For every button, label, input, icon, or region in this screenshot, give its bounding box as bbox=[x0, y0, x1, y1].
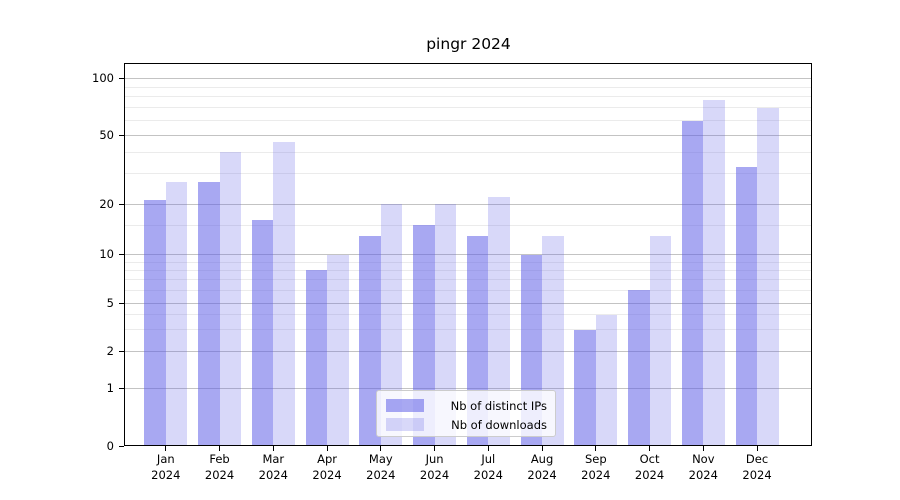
x-tick-label: May 2024 bbox=[366, 452, 396, 482]
y-major-gridline bbox=[125, 203, 811, 205]
y-minor-gridline bbox=[125, 120, 811, 122]
y-minor-gridline bbox=[125, 151, 811, 153]
bar-downloads-oct bbox=[649, 235, 672, 445]
y-tick-mark bbox=[119, 203, 124, 205]
y-minor-gridline bbox=[125, 86, 811, 88]
bar-distinct-ips-jun bbox=[413, 225, 435, 445]
legend-label-downloads: Nb of downloads bbox=[451, 417, 547, 432]
bar-downloads-jun bbox=[434, 204, 457, 445]
y-tick-label: 10 bbox=[99, 247, 114, 262]
bar-distinct-ips-nov bbox=[681, 120, 704, 445]
x-tick-label: Jun 2024 bbox=[419, 452, 450, 482]
bar-distinct-ips-jan bbox=[144, 200, 166, 445]
y-tick-label: 5 bbox=[106, 295, 114, 310]
x-tick-mark bbox=[165, 446, 167, 451]
y-tick-mark bbox=[119, 302, 124, 304]
y-tick-label: 50 bbox=[99, 128, 114, 143]
x-tick-mark bbox=[272, 446, 274, 451]
legend-swatch-distinct-ips bbox=[386, 399, 424, 412]
y-minor-gridline bbox=[125, 173, 811, 175]
bar-distinct-ips-dec bbox=[735, 166, 758, 445]
x-tick-label: Jan 2024 bbox=[151, 452, 181, 482]
legend-entry-downloads: Nb of downloads bbox=[386, 416, 547, 433]
y-minor-gridline bbox=[125, 107, 811, 109]
x-tick-label: Nov 2024 bbox=[688, 452, 718, 482]
x-tick-mark bbox=[380, 446, 382, 451]
bar-downloads-jul bbox=[488, 196, 510, 445]
y-tick-mark bbox=[119, 135, 124, 137]
legend: Nb of distinct IPs Nb of downloads bbox=[376, 390, 556, 437]
bar-downloads-feb bbox=[219, 152, 242, 445]
y-minor-gridline bbox=[125, 224, 811, 226]
x-tick-label: Sep 2024 bbox=[581, 452, 611, 482]
bar-distinct-ips-mar bbox=[251, 220, 274, 445]
y-tick-label: 0 bbox=[106, 438, 114, 453]
bar-downloads-apr bbox=[327, 254, 349, 445]
x-tick-mark bbox=[487, 446, 489, 451]
y-tick-mark bbox=[119, 77, 124, 79]
plot-area bbox=[124, 62, 812, 446]
chart-title: pingr 2024 bbox=[426, 35, 511, 53]
x-tick-label: Feb 2024 bbox=[204, 452, 235, 482]
x-tick-mark bbox=[595, 446, 597, 451]
x-tick-mark bbox=[702, 446, 704, 451]
x-tick-label: Aug 2024 bbox=[527, 452, 557, 482]
bar-downloads-jan bbox=[165, 181, 188, 445]
y-major-gridline bbox=[125, 135, 811, 137]
bar-downloads-sep bbox=[595, 314, 618, 445]
y-major-gridline bbox=[125, 77, 811, 79]
x-tick-label: Mar 2024 bbox=[258, 452, 288, 482]
bar-distinct-ips-apr bbox=[305, 270, 328, 445]
bar-distinct-ips-may bbox=[359, 235, 381, 445]
y-tick-label: 20 bbox=[99, 196, 114, 211]
y-tick-mark bbox=[119, 387, 124, 389]
y-tick-mark bbox=[119, 254, 124, 256]
bar-distinct-ips-feb bbox=[198, 181, 220, 445]
bar-distinct-ips-oct bbox=[628, 290, 650, 445]
x-tick-mark bbox=[756, 446, 758, 451]
legend-label-distinct-ips: Nb of distinct IPs bbox=[450, 398, 547, 413]
x-tick-mark bbox=[649, 446, 651, 451]
x-tick-label: Oct 2024 bbox=[634, 452, 665, 482]
x-tick-label: Dec 2024 bbox=[742, 452, 772, 482]
y-tick-mark bbox=[119, 350, 124, 352]
bar-downloads-may bbox=[380, 204, 403, 445]
y-tick-label: 1 bbox=[106, 380, 114, 395]
x-tick-mark bbox=[541, 446, 543, 451]
bar-distinct-ips-sep bbox=[574, 329, 596, 445]
bar-downloads-dec bbox=[757, 107, 779, 445]
y-tick-label: 2 bbox=[106, 343, 114, 358]
bar-downloads-mar bbox=[273, 141, 295, 445]
x-tick-mark bbox=[326, 446, 328, 451]
y-tick-mark bbox=[119, 445, 124, 447]
y-tick-label: 100 bbox=[92, 70, 114, 85]
x-tick-mark bbox=[219, 446, 221, 451]
bar-downloads-nov bbox=[703, 99, 725, 445]
legend-swatch-downloads bbox=[386, 418, 424, 431]
x-tick-label: Jul 2024 bbox=[473, 452, 503, 482]
legend-entry-distinct-ips: Nb of distinct IPs bbox=[386, 397, 547, 414]
x-tick-label: Apr 2024 bbox=[312, 452, 342, 482]
x-tick-mark bbox=[434, 446, 436, 451]
y-minor-gridline bbox=[125, 96, 811, 98]
